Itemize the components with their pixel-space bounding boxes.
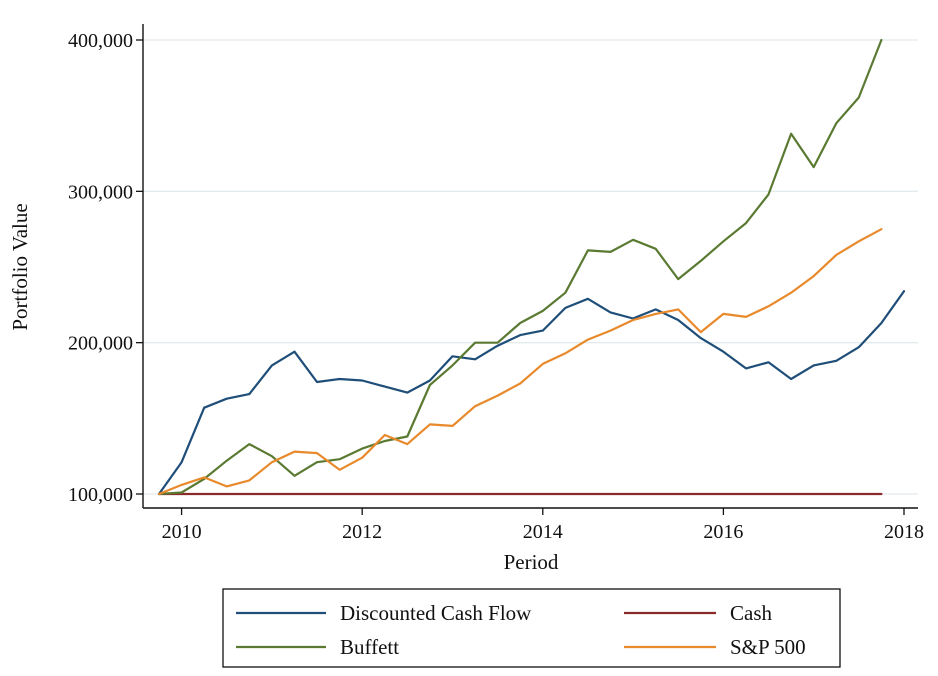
legend-label-cash: Cash <box>730 601 773 625</box>
x-tick-label: 2012 <box>342 521 382 543</box>
legend-label-buffett: Buffett <box>340 635 399 659</box>
y-axis-title: Portfolio Value <box>8 203 32 330</box>
x-tick-label: 2014 <box>523 521 563 543</box>
series-lines <box>157 38 906 496</box>
axes <box>142 24 918 509</box>
series-line-discounted-cash-flow <box>157 290 906 496</box>
legend: Discounted Cash Flow Cash Buffett S&P 500 <box>222 588 841 668</box>
legend-box <box>222 588 841 668</box>
x-axis-title: Period <box>504 550 559 574</box>
x-tick-label: 2016 <box>703 521 743 543</box>
series-line-buffett <box>157 38 883 496</box>
y-tick-label: 200,000 <box>68 333 133 355</box>
y-tick-label: 100,000 <box>68 484 133 506</box>
legend-label-s-p-500: S&P 500 <box>730 635 806 659</box>
y-tick-label: 400,000 <box>68 30 133 52</box>
legend-label-discounted-cash-flow: Discounted Cash Flow <box>340 601 532 625</box>
axis-ticks: 100,000 200,000 300,000 400,000 2010 2012 2014… <box>68 30 924 543</box>
x-tick-label: 2018 <box>884 521 924 543</box>
y-tick-label: 300,000 <box>68 181 133 203</box>
series-line-s-p-500 <box>157 228 883 496</box>
x-tick-label: 2010 <box>162 521 202 543</box>
